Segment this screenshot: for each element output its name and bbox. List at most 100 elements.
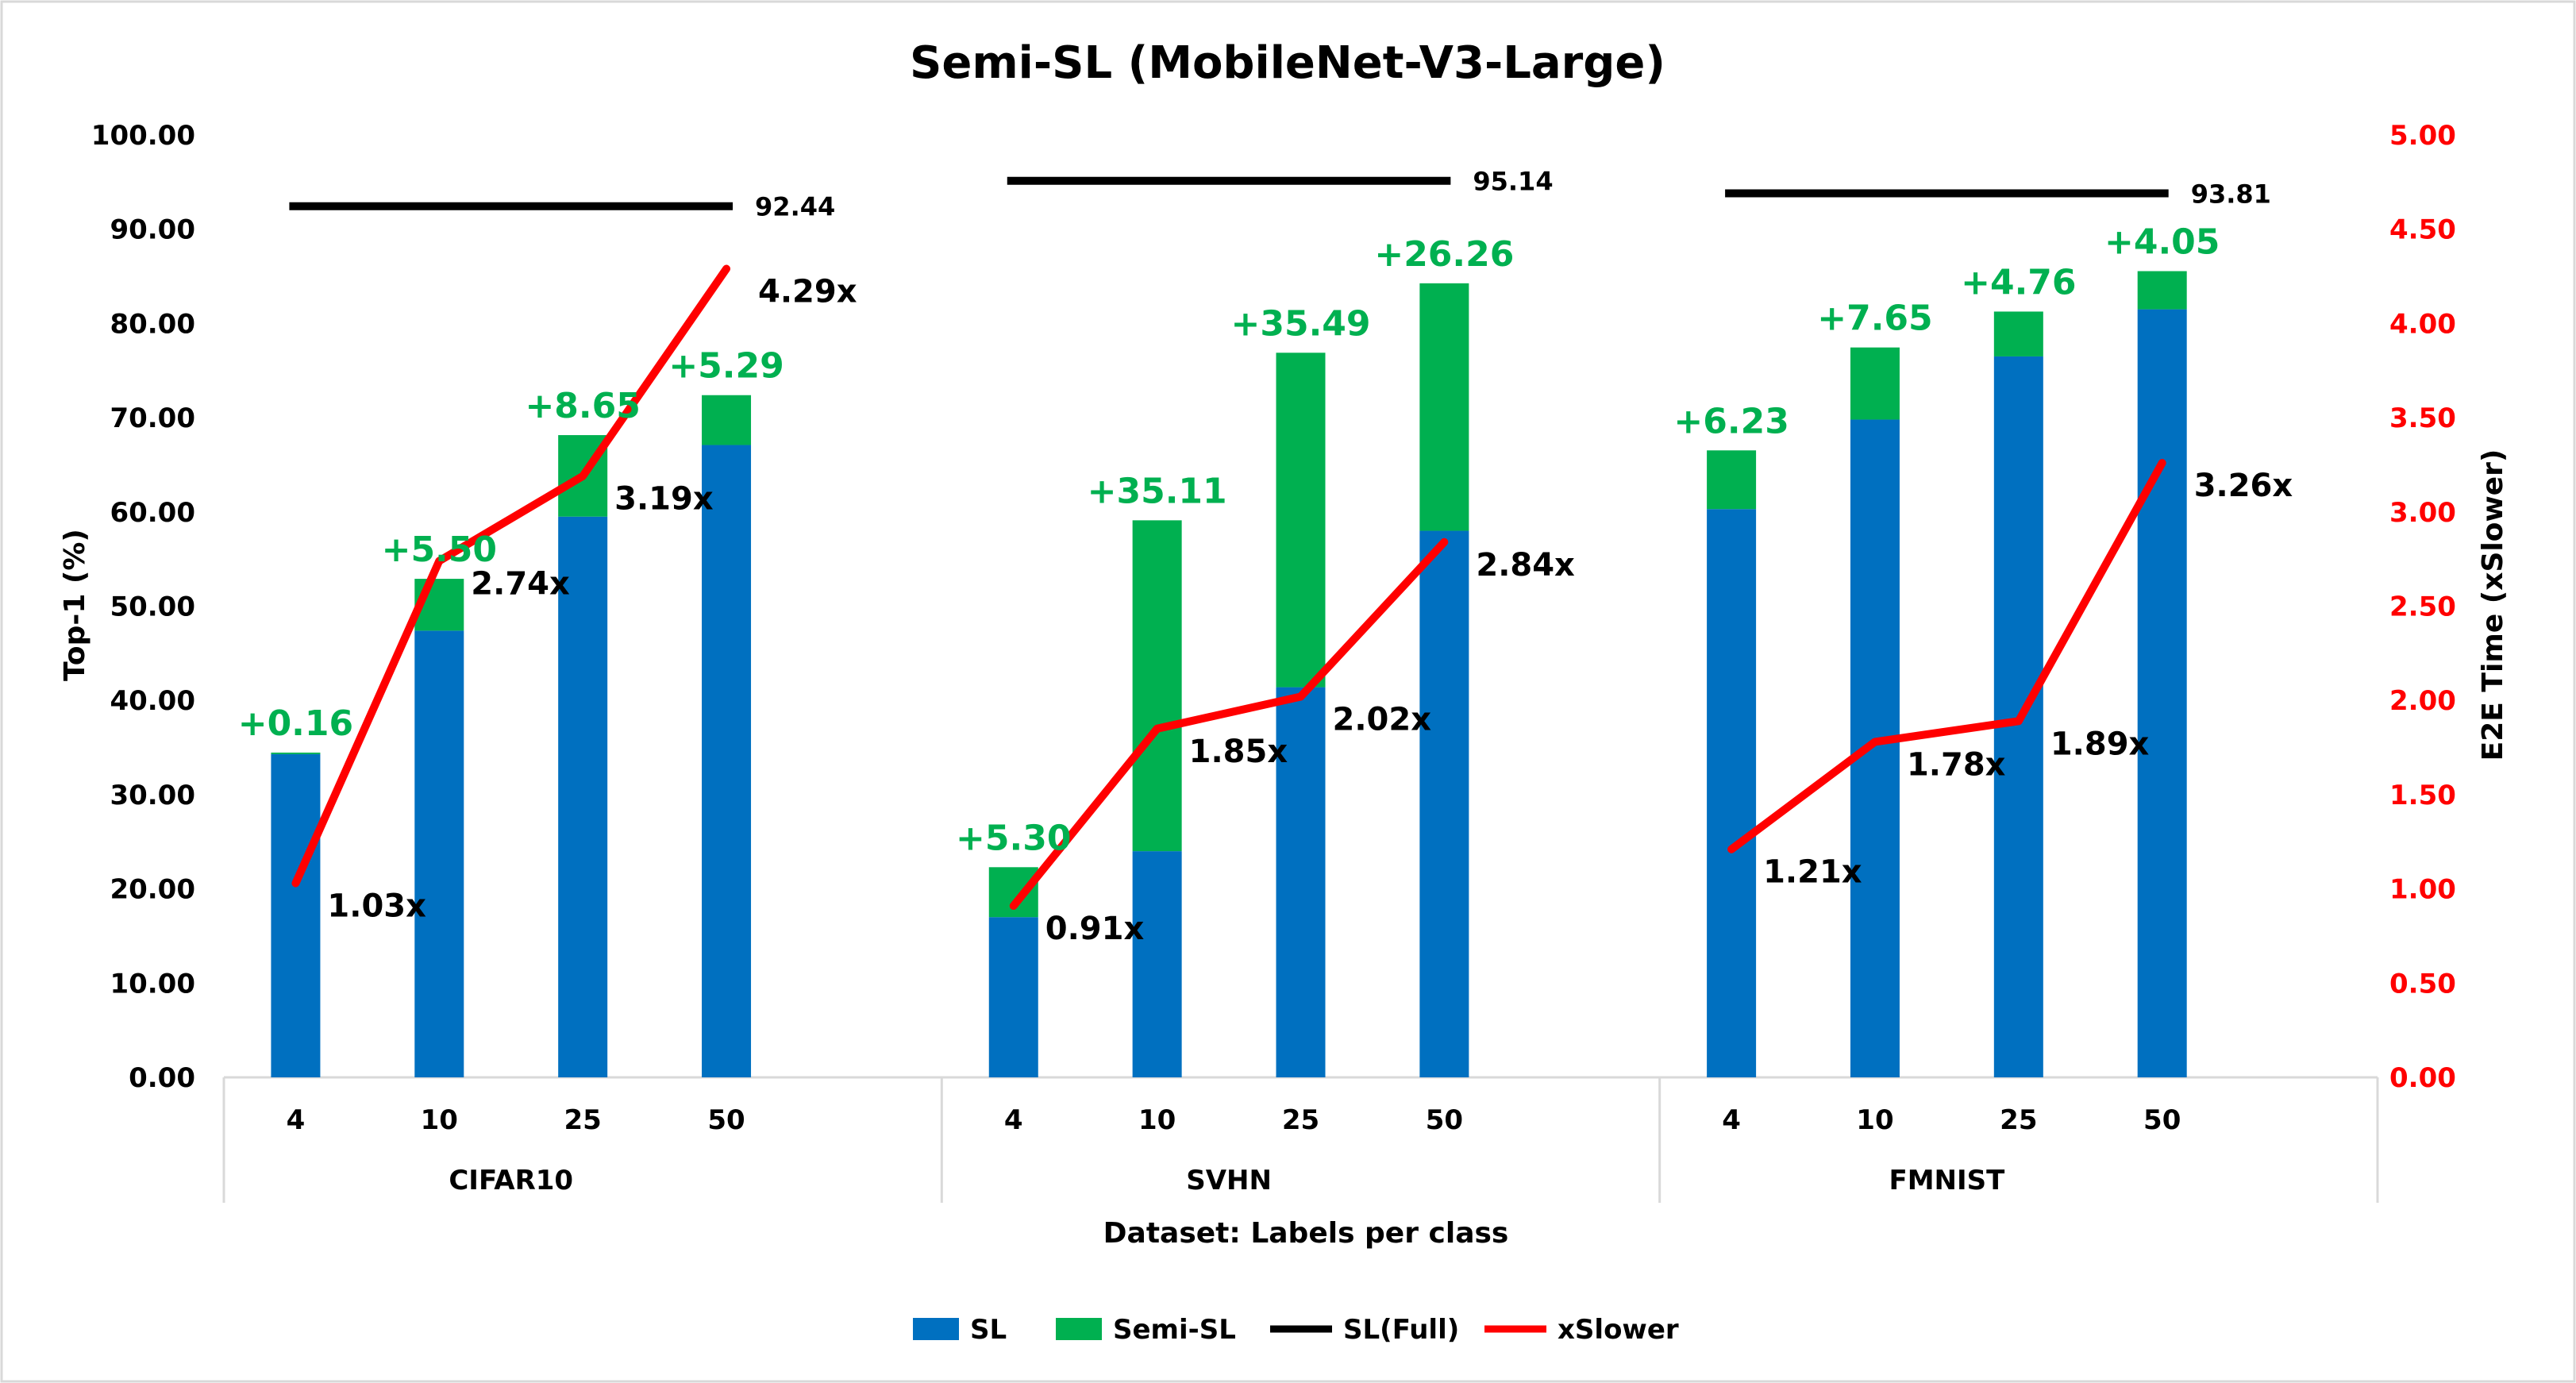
sl-bar: [1707, 509, 1757, 1077]
category-labels: 4 10 25 50 CIFAR10 4 10 25 50 SVHN 4 10 25 50 FMNIST: [287, 1104, 2181, 1196]
semi-sl-bar: [1993, 311, 2043, 356]
y2-tick-label: 0.50: [2389, 968, 2456, 1000]
group-label: CIFAR10: [449, 1165, 573, 1196]
gain-label: +5.30: [956, 818, 1071, 858]
gain-label: +8.65: [525, 386, 640, 426]
group-label: FMNIST: [1889, 1165, 2005, 1196]
y2-tick-label: 3.50: [2389, 403, 2456, 434]
y2-tick-label: 4.50: [2389, 214, 2456, 246]
sl-bar: [1419, 530, 1469, 1077]
y-tick-label: 10.00: [110, 968, 195, 1000]
xslower-label: 2.74x: [471, 566, 570, 603]
y-tick-label: 70.00: [110, 403, 195, 434]
semi-sl-bar: [271, 752, 321, 754]
y2-tick-label: 5.00: [2389, 120, 2456, 152]
xslower-label: 1.78x: [1907, 746, 2006, 783]
semi-sl-bar: [1707, 450, 1757, 510]
category-label: 50: [2143, 1104, 2181, 1136]
category-label: 4: [287, 1104, 306, 1136]
y-axis-ticks: 0.00 10.00 20.00 30.00 40.00 50.00 60.00 70.00 8…: [91, 120, 195, 1094]
gain-label: +6.23: [1673, 401, 1789, 441]
semi-sl-bar: [1276, 352, 1326, 688]
sl-bar: [1132, 851, 1182, 1077]
y2-tick-label: 3.00: [2389, 497, 2456, 529]
category-label: 50: [707, 1104, 745, 1136]
group-label: SVHN: [1186, 1165, 1272, 1196]
category-label: 25: [1282, 1104, 1319, 1136]
y2-tick-label: 0.00: [2389, 1062, 2456, 1094]
y-tick-label: 100.00: [91, 120, 195, 152]
gain-label: +26.26: [1374, 234, 1514, 275]
sl-bar: [1850, 419, 1900, 1077]
y-tick-label: 0.00: [129, 1062, 195, 1094]
category-label: 50: [1426, 1104, 1463, 1136]
x-axis-title: Dataset: Labels per class: [1103, 1217, 1509, 1250]
y2-axis-ticks: 0.00 0.50 1.00 1.50 2.00 2.50 3.00 3.50 4.00 4.50…: [2389, 120, 2456, 1094]
sl-bar: [2137, 309, 2187, 1078]
semi-sl-bar: [1850, 347, 1900, 420]
xslower-label: 1.03x: [327, 888, 426, 924]
gain-label: +5.29: [668, 346, 784, 387]
y2-tick-label: 1.00: [2389, 874, 2456, 906]
category-label: 10: [1138, 1104, 1176, 1136]
legend-swatch: [1056, 1318, 1102, 1340]
y-tick-label: 80.00: [110, 308, 195, 340]
gain-label: +5.50: [382, 530, 497, 570]
sl-bar: [988, 917, 1038, 1077]
y-tick-label: 60.00: [110, 497, 195, 529]
semi-sl-bar: [1132, 520, 1182, 852]
xslower-label: 3.19x: [614, 481, 714, 518]
xslower-line: [1727, 459, 2166, 853]
bars: [271, 271, 2187, 1078]
sl-full-label: 92.44: [755, 192, 835, 222]
sl-bar: [558, 516, 608, 1077]
legend: SL Semi-SL SL(Full) xSlower: [913, 1314, 1679, 1346]
category-label: 4: [1722, 1104, 1741, 1136]
sl-full-label: 93.81: [2191, 179, 2271, 209]
y-tick-label: 30.00: [110, 780, 195, 811]
legend-label: SL: [970, 1314, 1007, 1346]
gain-label: +4.76: [1961, 262, 2076, 302]
xslower-lines: [291, 264, 2166, 910]
xslower-label: 0.91x: [1045, 911, 1145, 947]
chart-title: Semi-SL (MobileNet-V3-Large): [910, 37, 1665, 89]
category-label: 25: [2000, 1104, 2037, 1136]
xslower-label: 1.21x: [1763, 854, 1862, 891]
category-label: 4: [1004, 1104, 1023, 1136]
sl-bar: [414, 630, 464, 1077]
y-axis-title: Top-1 (%): [59, 529, 91, 681]
y-tick-label: 50.00: [110, 591, 195, 623]
y2-axis-title: E2E Time (xSlower): [2477, 449, 2509, 761]
xslower-label: 4.29x: [758, 274, 857, 310]
semi-sl-bar: [702, 395, 752, 445]
legend-swatch: [913, 1318, 959, 1340]
xslower-label: 1.89x: [2050, 726, 2150, 762]
category-label: 25: [564, 1104, 602, 1136]
xslower-label: 2.02x: [1333, 701, 1432, 738]
y-tick-label: 40.00: [110, 685, 195, 717]
sl-bar: [1276, 687, 1326, 1077]
y-tick-label: 20.00: [110, 874, 195, 906]
y2-tick-label: 2.50: [2389, 591, 2456, 623]
sl-bar: [271, 753, 321, 1077]
y2-tick-label: 2.00: [2389, 685, 2456, 717]
y-tick-label: 90.00: [110, 214, 195, 246]
data-labels: +0.16 +5.50 +8.65 +5.29 92.44 1.03x 2.74x 3.19x…: [238, 167, 2293, 947]
sl-full-label: 95.14: [1473, 167, 1553, 197]
y2-tick-label: 4.00: [2389, 308, 2456, 340]
legend-label: xSlower: [1558, 1314, 1679, 1346]
gain-label: +7.65: [1817, 299, 1932, 339]
y2-tick-label: 1.50: [2389, 780, 2456, 811]
sl-full-lines: [289, 176, 2169, 210]
semi-sl-bar: [2137, 271, 2187, 310]
gain-label: +35.11: [1088, 471, 1227, 511]
xslower-line: [1009, 537, 1449, 910]
xslower-label: 3.26x: [2194, 468, 2293, 504]
xslower-line: [291, 264, 731, 888]
category-label: 10: [421, 1104, 458, 1136]
sl-bar: [702, 445, 752, 1077]
category-label: 10: [1856, 1104, 1893, 1136]
gain-label: +35.49: [1230, 303, 1370, 344]
